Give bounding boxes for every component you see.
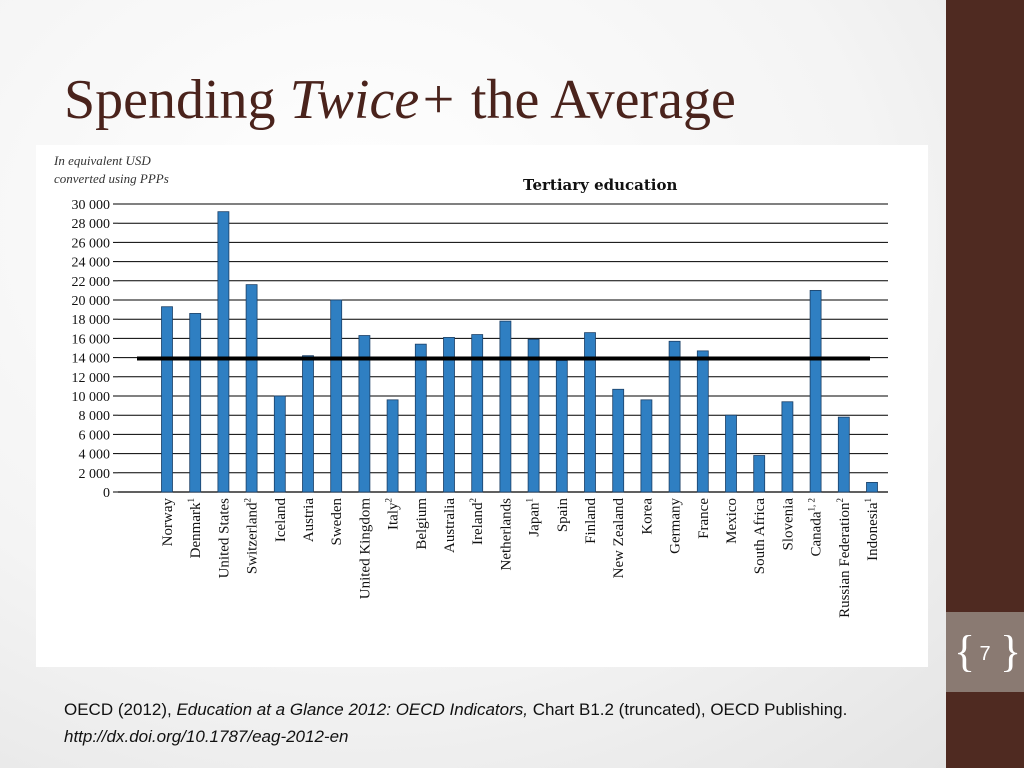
caption-text-1: OECD (2012),: [64, 700, 177, 719]
bar: [696, 350, 709, 493]
bar: [217, 211, 230, 493]
bar: [725, 414, 737, 493]
x-tick-label: Switzerland2: [243, 498, 261, 574]
y-tick-label: 4 000: [79, 448, 111, 463]
x-tick-footnote: 2: [384, 498, 394, 503]
bar-chart: In equivalent USD converted using PPPs Ter…: [53, 153, 888, 618]
unit-note: In equivalent USD: [53, 153, 151, 168]
chart-panel: In equivalent USD converted using PPPs Ter…: [36, 145, 928, 667]
x-tick-label: Italy2: [384, 498, 402, 530]
chart-title: Tertiary education: [523, 176, 677, 194]
x-tick-footnote: 2: [835, 498, 845, 503]
bar: [753, 455, 766, 493]
bar: [555, 360, 568, 493]
bar: [471, 334, 484, 493]
x-tick-label: Canada1, 2: [807, 498, 825, 556]
brace-open-icon: {: [954, 627, 976, 676]
y-tick-label: 22 000: [72, 275, 111, 290]
source-caption: OECD (2012), Education at a Glance 2012:…: [64, 696, 924, 750]
caption-publication-title: Education at a Glance 2012: OECD Indicat…: [176, 700, 528, 719]
x-tick-label: Korea: [639, 498, 655, 535]
x-tick-footnote: 1: [525, 498, 535, 503]
y-tick-label: 6 000: [79, 428, 111, 443]
x-tick-label: United Kingdom: [357, 498, 373, 600]
bar: [499, 320, 512, 493]
bar: [245, 284, 258, 493]
bar: [161, 306, 173, 493]
bar: [781, 401, 794, 493]
bar: [527, 338, 540, 493]
x-tick-label: South Africa: [752, 498, 768, 575]
bar: [414, 343, 427, 493]
x-tick-label: Belgium: [414, 498, 430, 550]
bar: [866, 481, 878, 493]
y-tick-label: 2 000: [79, 467, 111, 482]
x-tick-label: New Zealand: [611, 498, 627, 579]
x-tick-label: Finland: [583, 498, 599, 544]
y-tick-label: 16 000: [72, 332, 111, 347]
y-tick-label: 10 000: [72, 390, 111, 405]
x-tick-label: Germany: [668, 498, 684, 554]
x-tick-footnote: 1: [186, 498, 196, 503]
x-tick-label: Mexico: [724, 498, 740, 544]
bar: [837, 416, 850, 493]
y-tick-label: 14 000: [72, 352, 111, 367]
x-tick-label: Austria: [301, 498, 317, 543]
title-emphasis: Twice+: [289, 69, 457, 131]
y-tick-label: 18 000: [72, 313, 111, 328]
x-tick-label: Australia: [442, 498, 458, 553]
x-tick-footnote: 1: [863, 498, 873, 503]
x-tick-label: Sweden: [329, 498, 345, 546]
bar: [640, 399, 653, 493]
x-tick-label: Spain: [555, 498, 571, 533]
bar: [330, 299, 343, 493]
bar: [273, 395, 286, 493]
brace-close-icon: }: [1000, 627, 1022, 676]
x-tick-label: United States: [216, 498, 232, 579]
bar: [584, 332, 596, 493]
x-tick-label: Iceland: [273, 498, 289, 543]
y-tick-label: 28 000: [72, 217, 111, 232]
y-tick-label: 20 000: [72, 294, 111, 309]
page-number-box: { 7 }: [946, 612, 1024, 692]
title-part-1: Spending: [64, 69, 290, 131]
y-tick-label: 24 000: [72, 256, 111, 271]
page-number: 7: [979, 643, 991, 665]
x-tick-label: Slovenia: [780, 498, 796, 551]
y-tick-label: 12 000: [72, 371, 111, 386]
x-tick-footnote: 2: [468, 498, 478, 503]
x-tick-footnote: 2: [243, 498, 253, 503]
x-tick-label: Indonesia1: [863, 498, 881, 561]
y-tick-label: 0: [103, 486, 110, 501]
slide-title: Spending Twice+ the Average: [64, 64, 736, 136]
x-tick-label: Norway: [160, 498, 176, 547]
title-part-2: the Average: [456, 69, 736, 131]
bar: [302, 355, 314, 493]
y-tick-label: 8 000: [79, 409, 111, 424]
y-tick-label: 26 000: [72, 236, 111, 251]
bar: [443, 337, 455, 493]
bar: [386, 399, 399, 493]
x-tick-label: Ireland2: [468, 498, 486, 545]
caption-text-2: Chart B1.2 (truncated), OECD Publishing.: [527, 700, 848, 719]
x-tick-label: Russian Federation2: [835, 498, 853, 618]
y-tick-label: 30 000: [72, 198, 111, 213]
x-tick-label: Denmark1: [186, 498, 204, 558]
bar: [358, 335, 371, 493]
unit-note: converted using PPPs: [54, 171, 169, 186]
x-tick-label: Netherlands: [498, 498, 514, 571]
x-tick-label: Japan1: [525, 498, 543, 537]
caption-doi-link: http://dx.doi.org/10.1787/eag-2012-en: [64, 727, 349, 746]
x-tick-footnote: 1, 2: [807, 498, 817, 512]
bar: [612, 388, 625, 493]
bar: [189, 313, 202, 493]
x-tick-label: France: [696, 498, 712, 539]
bar: [668, 340, 681, 493]
bar: [809, 289, 822, 493]
